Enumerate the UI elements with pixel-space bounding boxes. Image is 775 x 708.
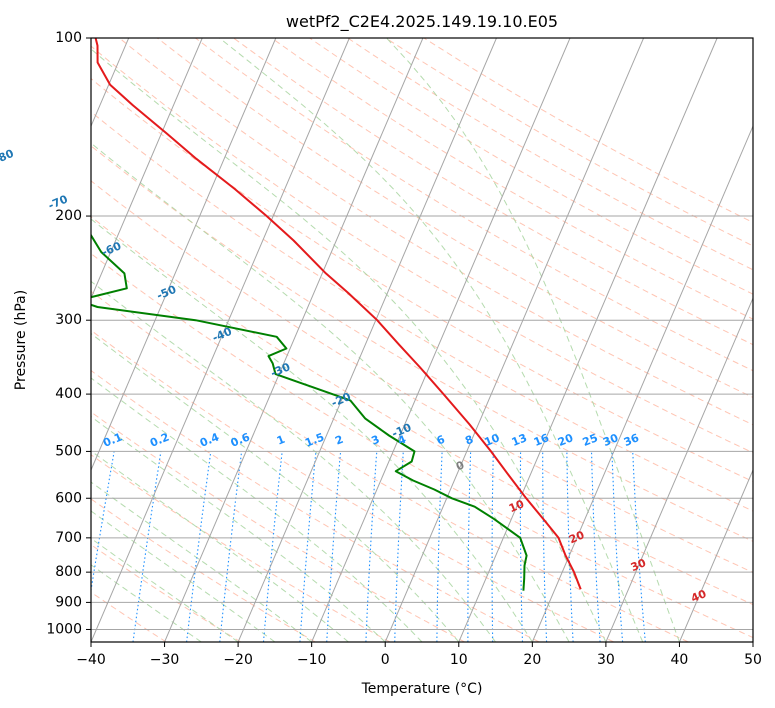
dry-adiabat <box>91 216 753 606</box>
x-tick-label: 10 <box>450 652 468 668</box>
mixing-ratio-label: 36 <box>622 431 641 449</box>
y-axis-label: Pressure (hPa) <box>13 290 29 390</box>
isotherm-label: -80 <box>0 147 16 167</box>
x-tick-label: −30 <box>150 652 180 668</box>
y-tick-label: 200 <box>55 208 82 224</box>
isotherm <box>91 38 277 472</box>
x-tick-label: 20 <box>523 652 541 668</box>
temperature-profile-line <box>94 38 582 590</box>
dewpoint-profile-line <box>91 233 528 591</box>
x-tick-label: 50 <box>744 652 762 668</box>
mixing-ratio-label: 1 <box>275 433 287 448</box>
mixing-ratio-label: 3 <box>370 433 382 448</box>
moist-adiabat <box>91 142 570 642</box>
isotherm <box>531 124 753 642</box>
dry-adiabat <box>233 38 753 346</box>
moist-adiabat <box>386 38 680 642</box>
mixing-ratio-label: 16 <box>532 431 551 449</box>
isotherm <box>237 38 497 642</box>
isotherm <box>605 296 753 642</box>
y-tick-label: 1000 <box>46 621 82 637</box>
mixing-ratio-label: 30 <box>601 431 620 449</box>
dry-adiabat <box>91 498 316 642</box>
y-tick-label: 800 <box>55 564 82 580</box>
x-tick-label: 0 <box>381 652 390 668</box>
x-axis-label: Temperature (°C) <box>361 681 483 697</box>
mixing-ratio-line <box>262 451 283 642</box>
y-tick-label: 900 <box>55 594 82 610</box>
x-tick-label: 40 <box>671 652 689 668</box>
moist-adiabat <box>91 564 202 642</box>
mixing-ratio-line <box>219 451 243 642</box>
dry-adiabat <box>91 329 614 642</box>
y-tick-label: 500 <box>55 443 82 459</box>
x-tick-label: −20 <box>223 652 253 668</box>
moist-adiabat <box>91 332 460 642</box>
mixing-ratio-label: 20 <box>556 431 575 449</box>
dry-adiabat <box>195 38 753 372</box>
moist-adiabat <box>91 481 313 642</box>
isotherm <box>384 38 645 642</box>
y-tick-label: 100 <box>55 30 82 46</box>
moist-adiabat <box>91 48 607 642</box>
y-tick-label: 300 <box>55 312 82 328</box>
mixing-ratio-line <box>91 451 115 594</box>
mixing-ratio-label: 8 <box>463 433 475 448</box>
dry-adiabat <box>91 77 753 483</box>
x-tick-label: 30 <box>597 652 615 668</box>
dry-adiabat <box>91 252 753 639</box>
x-tick-label: −40 <box>76 652 106 668</box>
dry-adiabat <box>91 369 540 642</box>
mixing-ratio-label: 25 <box>581 431 600 449</box>
isotherm <box>164 38 424 642</box>
chart-title: wetPf2_C2E4.2025.149.19.10.E05 <box>286 12 558 32</box>
isotherm <box>91 38 203 300</box>
dry-adiabat <box>91 454 391 642</box>
plot-frame <box>90 37 754 643</box>
isotherm-label: 10 <box>507 497 527 515</box>
dry-adiabat <box>91 111 753 512</box>
dry-adiabat <box>118 38 753 426</box>
mixing-ratio-label: 13 <box>510 431 529 449</box>
moist-adiabat <box>91 510 276 642</box>
isotherm <box>458 38 718 642</box>
moist-adiabat <box>91 218 533 642</box>
dry-adiabat <box>271 38 753 320</box>
isotherm <box>752 640 753 642</box>
dry-adiabat <box>91 45 753 454</box>
mixing-ratio-line <box>186 451 212 642</box>
mixing-ratio-label: 2 <box>333 433 345 448</box>
moist-adiabat <box>219 38 644 642</box>
y-tick-label: 400 <box>55 386 82 402</box>
y-tick-label: 700 <box>55 530 82 546</box>
dry-adiabat <box>91 180 753 574</box>
isotherm <box>91 38 350 642</box>
x-tick-label: −10 <box>297 652 327 668</box>
moist-adiabat <box>91 537 239 642</box>
plot-area <box>91 38 753 642</box>
isotherm-label: 40 <box>689 587 709 605</box>
isotherm <box>678 468 753 642</box>
y-tick-label: 600 <box>55 490 82 506</box>
moist-adiabat <box>91 415 386 642</box>
isotherm <box>311 38 571 642</box>
isotherm-label: 30 <box>629 556 649 574</box>
isotherm-label: 20 <box>567 528 587 546</box>
mixing-ratio-label: 10 <box>482 431 501 449</box>
